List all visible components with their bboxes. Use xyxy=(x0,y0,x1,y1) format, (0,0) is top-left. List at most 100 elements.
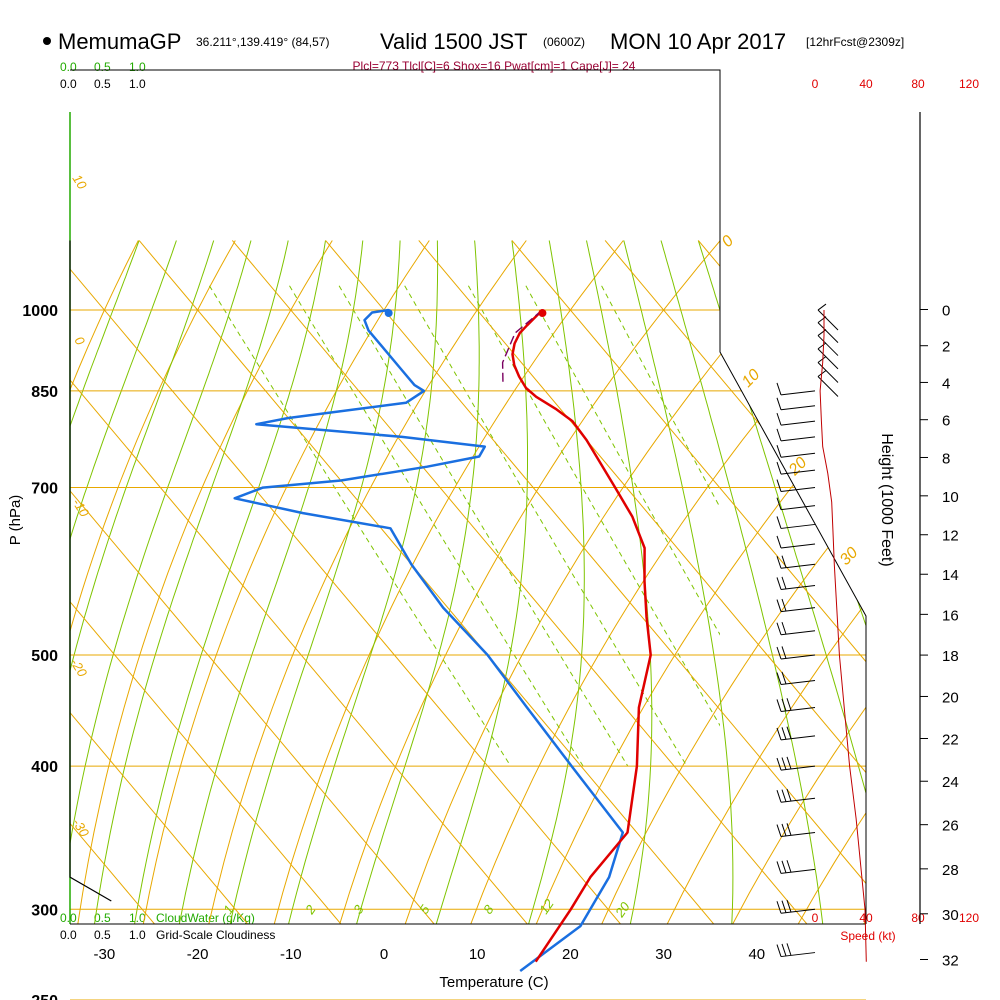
cloud-cover-line xyxy=(69,240,112,902)
sounding-stats: Plcl=773 Tlcl[C]=6 Shox=16 Pwat[cm]=1 Ca… xyxy=(353,59,636,73)
wind-barb xyxy=(780,952,816,958)
moist-adiabat-line xyxy=(70,240,177,848)
wind-barb xyxy=(780,654,816,660)
speed-tick: 0 xyxy=(812,77,819,91)
moist-adiabat-line xyxy=(70,240,252,910)
dry-adiabat-line xyxy=(381,240,818,924)
wind-barb-flag xyxy=(776,516,782,529)
wind-barb-flag xyxy=(781,555,787,568)
forecast-info: [12hrFcst@2309z] xyxy=(806,35,904,49)
wind-barb-flag xyxy=(776,535,782,549)
wind-barb-flag xyxy=(776,412,782,426)
isotherm-line xyxy=(70,240,609,924)
mixing-ratio-line xyxy=(467,285,720,727)
wind-barb-flag xyxy=(776,556,782,569)
wind-barb-flag xyxy=(776,901,782,914)
wind-barb xyxy=(780,680,816,686)
wind-barb xyxy=(817,342,827,350)
mixing-ratio-line xyxy=(208,285,512,767)
wind-barb xyxy=(780,735,816,741)
temperature-tick: -10 xyxy=(280,946,302,963)
wind-barb xyxy=(780,487,816,493)
wind-barb-flag xyxy=(781,598,787,612)
wind-barb-flag xyxy=(781,860,787,873)
wind-barb-flag xyxy=(776,824,782,837)
height-tick: 16 xyxy=(942,607,959,624)
wind-barb xyxy=(780,797,816,803)
wind-barb-flag xyxy=(776,861,782,874)
height-tick: 28 xyxy=(942,862,959,879)
height-tick: 6 xyxy=(942,413,950,430)
isotherm-label: 0 xyxy=(71,334,88,349)
dewpoint-line xyxy=(233,308,625,973)
isotherm-line xyxy=(418,240,866,924)
moist-adiabat-line xyxy=(125,240,326,924)
isotherm-line xyxy=(138,240,796,924)
cloud-water-tick: 0.5 xyxy=(94,911,111,925)
plot-frame xyxy=(70,69,867,924)
wind-barb xyxy=(780,436,816,442)
moist-adiabat-line xyxy=(266,240,439,924)
wind-barb-flag xyxy=(781,671,787,685)
speed-tick: 40 xyxy=(859,911,873,925)
wind-barb xyxy=(817,356,827,363)
moist-adiabat-line xyxy=(331,240,480,924)
wind-barb-flag xyxy=(781,823,787,837)
isotherm-label: -20 xyxy=(67,656,90,681)
wind-barb xyxy=(780,584,816,590)
valid-date: MON 10 Apr 2017 xyxy=(610,29,786,54)
mixing-ratio-label: 12 xyxy=(536,896,557,917)
speed-tick: 40 xyxy=(859,77,873,91)
dry-adiabat-line xyxy=(757,240,866,924)
wind-barb-flag xyxy=(786,788,792,802)
height-tick: 2 xyxy=(942,339,950,356)
pressure-tick: 300 xyxy=(31,902,58,919)
moist-adiabat-line xyxy=(70,240,140,819)
wind-barb xyxy=(780,405,816,411)
wind-barb-flag xyxy=(786,726,792,739)
height-tick: 10 xyxy=(942,489,959,506)
isotherm-line xyxy=(70,240,702,924)
wind-barb-flag xyxy=(781,646,787,659)
height-tick: 12 xyxy=(942,528,959,545)
wind-barb xyxy=(780,390,816,396)
wind-barbs xyxy=(776,303,839,958)
isotherm-line xyxy=(0,240,49,1000)
wind-barb xyxy=(780,765,816,771)
pressure-tick: 250 xyxy=(31,993,58,1000)
moist-adiabat-line xyxy=(697,240,866,924)
height-tick: 18 xyxy=(942,648,959,665)
wind-barb-flag xyxy=(776,622,782,635)
dry-adiabat-line xyxy=(70,240,333,924)
wind-barb-flag xyxy=(776,397,782,410)
wind-barb-flag xyxy=(776,461,782,475)
height-tick: 14 xyxy=(942,567,959,584)
wind-speed-line xyxy=(819,310,867,962)
isotherm-line xyxy=(70,240,236,924)
isotherm-line xyxy=(70,240,143,924)
wind-barb xyxy=(780,868,816,874)
mixing-ratio-lines xyxy=(208,285,720,767)
speed-axis-top: 0 40 80 120 xyxy=(812,77,980,91)
wind-barb-flag xyxy=(781,698,787,712)
speed-axis-bottom: 0 40 80 120 Speed (kt) xyxy=(812,911,980,943)
speed-tick: 120 xyxy=(959,911,979,925)
isotherm-label: -10 xyxy=(69,496,92,521)
cloudiness-tick: 1.0 xyxy=(129,77,146,91)
wind-barb-flag xyxy=(776,497,782,510)
cloudiness-label: Grid-Scale Cloudiness xyxy=(156,928,275,942)
speed-axis-label: Speed (kt) xyxy=(840,929,895,943)
mixing-ratio-line xyxy=(404,285,688,767)
wind-barb-flag xyxy=(786,823,792,836)
pressure-tick: 700 xyxy=(31,481,58,498)
wind-barb xyxy=(817,322,839,343)
dry-adiabat-line xyxy=(318,240,721,924)
cloud-water-label: CloudWater (g/Kg) xyxy=(156,911,255,925)
isotherm-line xyxy=(325,240,866,924)
isotherm-line xyxy=(511,240,866,924)
wind-barb xyxy=(780,908,816,914)
wind-barb-flag xyxy=(781,727,787,740)
wind-barb-flag xyxy=(776,382,782,396)
